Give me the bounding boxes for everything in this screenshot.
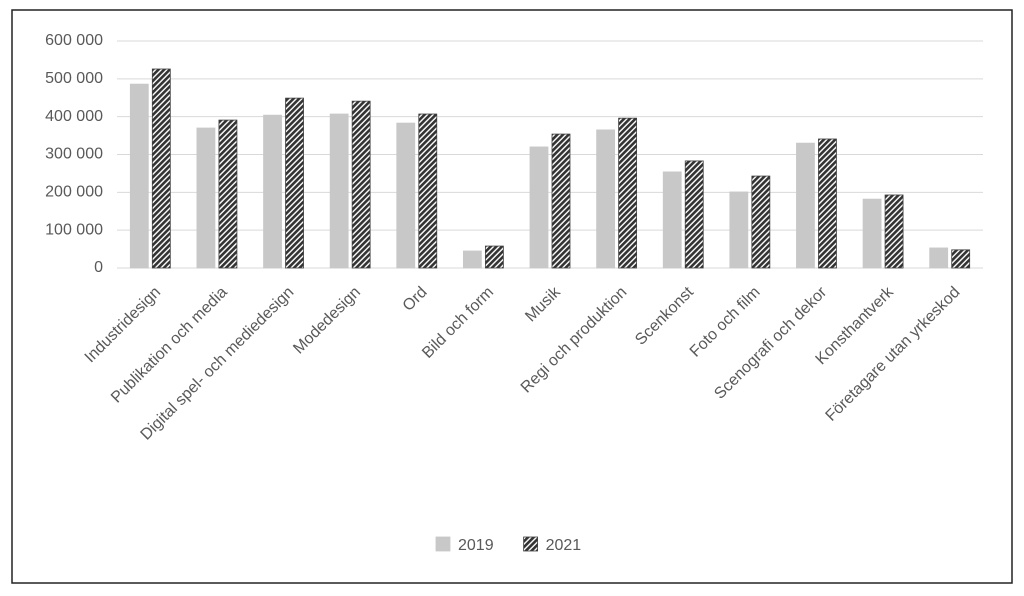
bar	[884, 194, 904, 269]
bar	[218, 119, 238, 269]
legend-swatch	[435, 536, 451, 552]
bar	[351, 100, 371, 269]
bar	[818, 138, 837, 269]
bar	[396, 122, 416, 269]
y-tick-label: 400 000	[45, 108, 103, 125]
y-tick-label: 500 000	[45, 70, 103, 87]
legend-label: 2019	[458, 537, 494, 554]
bar	[196, 127, 216, 269]
bar	[862, 198, 882, 269]
bar	[151, 68, 171, 269]
y-tick-label: 600 000	[45, 32, 103, 49]
bar	[551, 133, 571, 269]
bar	[263, 114, 282, 269]
bar	[596, 129, 616, 269]
bar	[751, 175, 771, 269]
bar	[796, 142, 815, 269]
bar	[729, 191, 749, 269]
legend-swatch	[523, 536, 538, 552]
bar	[529, 146, 549, 269]
y-tick-label: 100 000	[45, 221, 103, 238]
bar	[462, 250, 482, 269]
chart-frame	[11, 9, 1013, 584]
bar	[329, 113, 349, 269]
y-tick-label: 200 000	[45, 184, 103, 201]
bar	[484, 245, 504, 269]
bar	[684, 160, 704, 269]
legend-label: 2021	[546, 537, 582, 554]
bar	[662, 171, 682, 269]
bar	[418, 113, 438, 269]
y-tick-label: 300 000	[45, 146, 103, 163]
bar	[285, 97, 304, 269]
bar	[129, 83, 149, 269]
bar	[618, 117, 638, 269]
bar	[929, 247, 949, 269]
y-tick-label: 0	[94, 259, 103, 276]
bar	[951, 249, 971, 269]
